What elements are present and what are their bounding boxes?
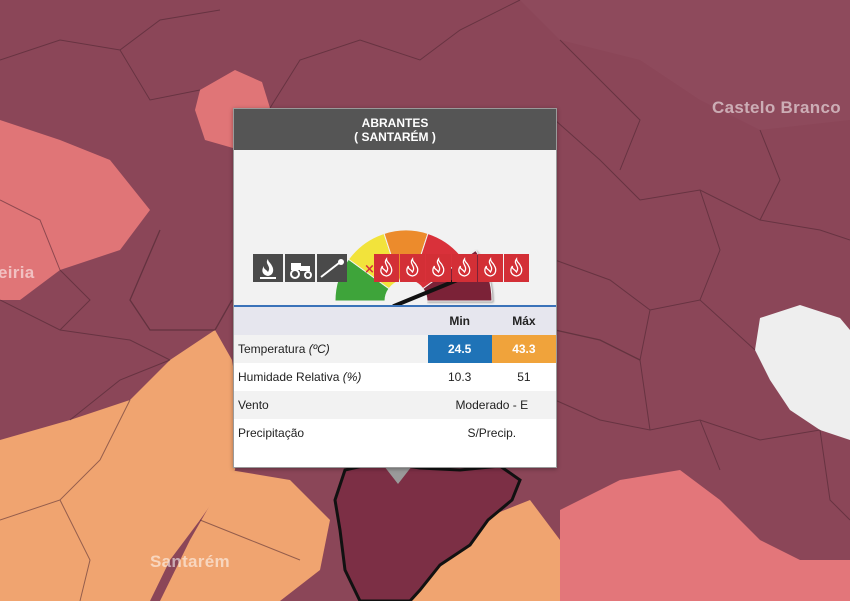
table-header-empty bbox=[234, 307, 428, 335]
bonfire-icon-glyph bbox=[432, 257, 445, 277]
map-label-santarem: Santarém bbox=[150, 552, 230, 571]
temperature-row: Temperatura (ºC) 24.5 43.3 bbox=[234, 335, 556, 363]
temperature-label-text: Temperatura bbox=[238, 342, 306, 356]
humidity-min: 10.3 bbox=[427, 363, 492, 391]
forbidden-x-icon: × bbox=[364, 262, 375, 277]
humidity-label: Humidade Relativa (%) bbox=[234, 363, 428, 391]
precipitation-label: Precipitação bbox=[234, 419, 428, 447]
fire-icon-glyph bbox=[380, 257, 393, 277]
map-region[interactable] bbox=[520, 0, 850, 130]
weather-table: Min Máx Temperatura (ºC) 24.5 43.3 Humid… bbox=[234, 307, 556, 447]
wind-label: Vento bbox=[234, 391, 428, 419]
wind-value: Moderado - E bbox=[427, 391, 556, 419]
map-region-salmon-west[interactable] bbox=[0, 120, 150, 300]
humidity-label-text: Humidade Relativa bbox=[238, 370, 340, 384]
municipality-name: ABRANTES bbox=[361, 116, 429, 130]
precipitation-value: S/Precip. bbox=[427, 419, 556, 447]
allowed-activities bbox=[253, 254, 347, 282]
district-borders bbox=[129, 229, 641, 361]
barbecue-icon-glyph bbox=[458, 257, 471, 277]
risk-panel: × bbox=[234, 150, 556, 307]
wind-row: Vento Moderado - E bbox=[234, 391, 556, 419]
map-label-leiria: eiria bbox=[0, 263, 35, 282]
selected-municipality-outline[interactable] bbox=[333, 460, 522, 601]
map-region-no-data[interactable] bbox=[755, 305, 850, 440]
humidity-unit: (%) bbox=[342, 370, 362, 384]
popup-header: ABRANTES ( SANTARÉM ) bbox=[234, 109, 556, 150]
map-region-orange-south[interactable] bbox=[160, 470, 330, 601]
smoking-icon-glyph bbox=[484, 257, 497, 277]
party-lights-icon-glyph bbox=[406, 257, 419, 277]
map-region-salmon-southeast[interactable] bbox=[560, 470, 850, 601]
header-max: Máx bbox=[491, 307, 556, 335]
humidity-row: Humidade Relativa (%) 10.3 51 bbox=[234, 363, 556, 391]
fireworks-icon-glyph bbox=[510, 257, 523, 277]
map-region-orange-west[interactable] bbox=[0, 330, 240, 601]
humidity-max: 51 bbox=[491, 363, 556, 391]
temperature-label: Temperatura (ºC) bbox=[234, 335, 428, 363]
map-region-orange-southeast[interactable] bbox=[410, 500, 570, 601]
temperature-min: 24.5 bbox=[427, 335, 492, 363]
popup-pointer bbox=[384, 466, 412, 484]
map-label-castelo-branco: Castelo Branco bbox=[712, 98, 841, 117]
flame-shape bbox=[262, 259, 274, 276]
temperature-unit: (ºC) bbox=[308, 342, 330, 356]
table-header-row: Min Máx bbox=[234, 307, 556, 335]
municipality-popup: ABRANTES ( SANTARÉM ) × bbox=[233, 108, 557, 468]
temperature-max: 43.3 bbox=[491, 335, 556, 363]
header-min: Min bbox=[427, 307, 492, 335]
activity-icons: × bbox=[234, 254, 556, 282]
forbidden-activities: × bbox=[364, 254, 529, 282]
district-name: ( SANTARÉM ) bbox=[354, 130, 436, 144]
precipitation-row: Precipitação S/Precip. bbox=[234, 419, 556, 447]
